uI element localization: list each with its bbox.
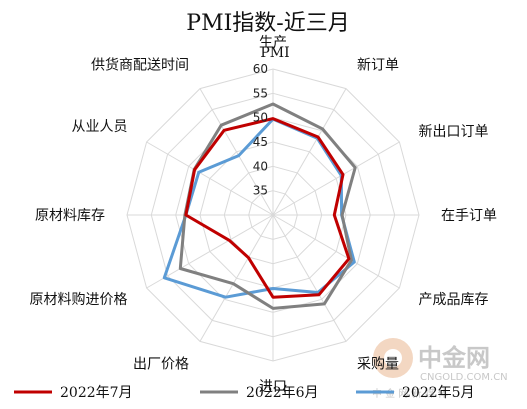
tick-label-2: 45	[253, 135, 268, 149]
legend: 2022年7月 2022年6月 2022年5月	[14, 385, 475, 401]
legend-label-0: 2022年7月	[60, 385, 133, 401]
grid-spoke-11	[199, 88, 274, 216]
tick-label-3: 50	[253, 111, 268, 125]
category-label-4: 产成品库存	[419, 292, 489, 308]
category-label-1: 新订单	[357, 58, 399, 74]
category-label-8: 原材料购进价格	[30, 292, 128, 308]
grid-spoke-10	[146, 141, 274, 216]
watermark: 中金网 CNGOLD.COM.CN 中 金 网 新 媒 体	[372, 338, 508, 400]
watermark-sub: CNGOLD.COM.CN	[420, 372, 508, 383]
legend-label-2: 2022年5月	[402, 385, 475, 401]
grid-spoke-8	[146, 214, 274, 289]
grid-spoke-5	[272, 214, 347, 342]
legend-label-1: 2022年6月	[246, 385, 319, 401]
radar-grid	[126, 68, 420, 362]
category-label-10: 从业人员	[72, 119, 128, 135]
grid-spoke-2	[272, 141, 400, 216]
chart-title: PMI指数-近三月	[186, 11, 349, 36]
watermark-main: 中金网	[418, 344, 490, 372]
watermark-logo-inner-icon	[384, 349, 402, 367]
series-line-0	[184, 117, 351, 299]
tick-label-5: 60	[253, 62, 268, 76]
radar-series	[162, 102, 357, 310]
tick-label-1: 40	[253, 159, 268, 173]
category-label-5: 采购量	[357, 357, 399, 373]
tick-label-4: 55	[253, 86, 268, 100]
grid-spoke-7	[199, 214, 274, 342]
grid-spoke-1	[272, 88, 347, 216]
axis-title: PMI	[260, 45, 289, 61]
category-label-3: 在手订单	[441, 208, 497, 224]
grid-spoke-4	[272, 214, 400, 289]
category-label-7: 出厂价格	[133, 357, 189, 373]
category-label-6: 进口	[259, 379, 287, 395]
category-label-2: 新出口订单	[419, 124, 489, 140]
watermark-tagline: 中 金 网 新 媒 体	[372, 387, 448, 400]
category-label-9: 原材料库存	[35, 208, 105, 224]
tick-label-0: 35	[253, 184, 268, 198]
category-label-11: 供货商配送时间	[91, 57, 189, 74]
category-label-0: 生产	[259, 35, 287, 51]
